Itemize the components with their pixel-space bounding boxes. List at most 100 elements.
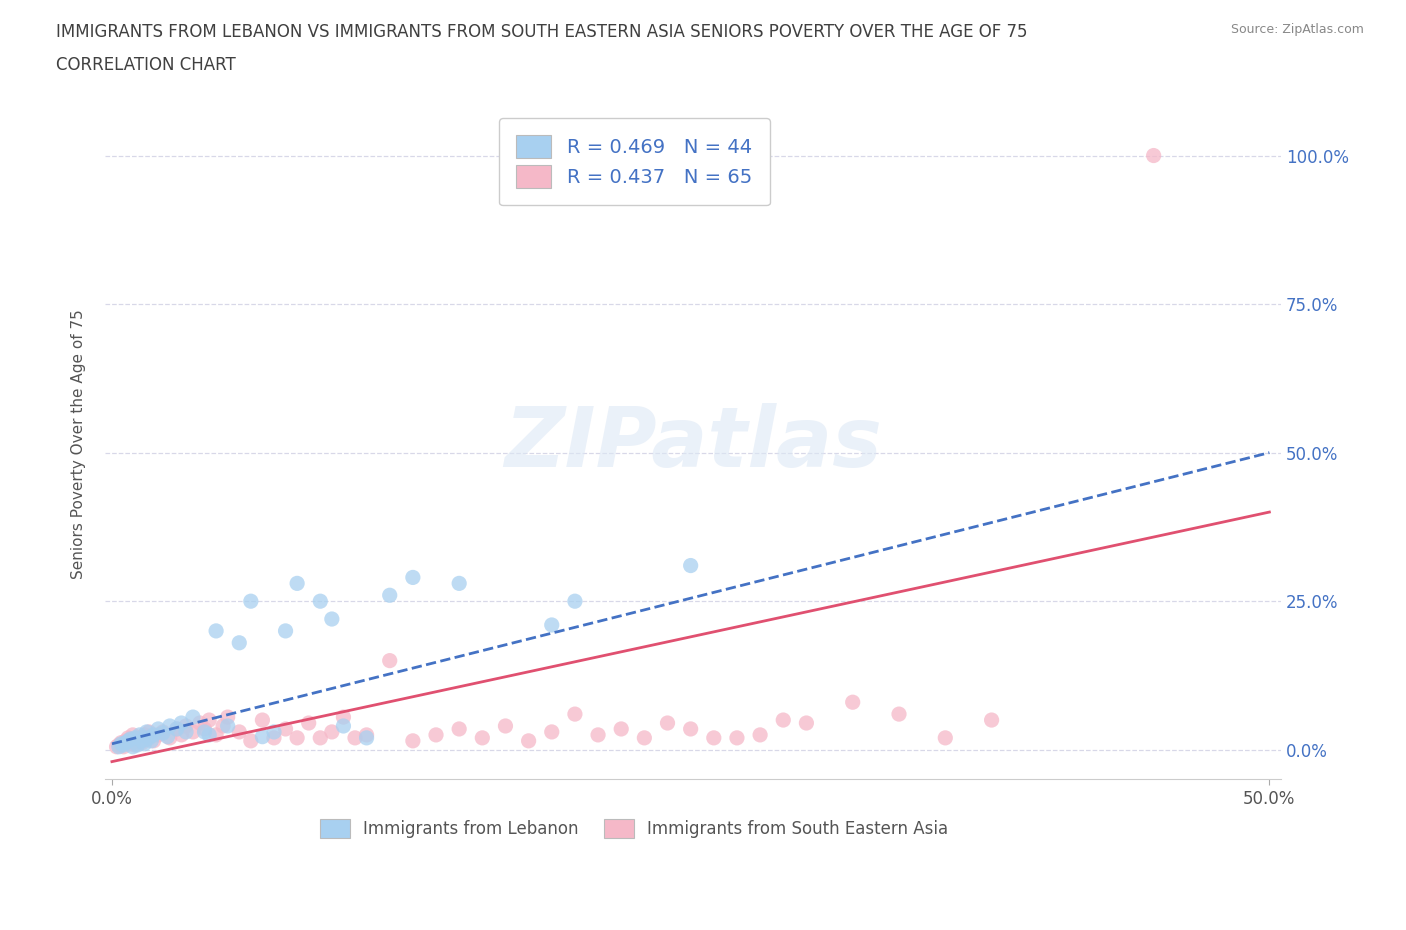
- Text: Source: ZipAtlas.com: Source: ZipAtlas.com: [1230, 23, 1364, 36]
- Point: [174, 719, 197, 734]
- Point: [131, 736, 153, 751]
- Point: [321, 724, 343, 739]
- Point: [142, 727, 165, 742]
- Point: [134, 727, 156, 742]
- Point: [332, 710, 354, 724]
- Point: [181, 724, 204, 739]
- Point: [285, 730, 308, 745]
- Point: [188, 715, 211, 730]
- Point: [128, 730, 150, 745]
- Point: [108, 739, 131, 754]
- Point: [135, 724, 157, 739]
- Point: [166, 722, 188, 737]
- Point: [495, 719, 517, 734]
- Point: [239, 734, 262, 749]
- Point: [471, 730, 494, 745]
- Point: [156, 729, 179, 744]
- Point: [356, 727, 378, 742]
- Point: [378, 588, 401, 603]
- Point: [274, 722, 297, 737]
- Point: [356, 730, 378, 745]
- Point: [117, 730, 139, 745]
- Point: [193, 722, 215, 737]
- Point: [517, 734, 540, 749]
- Point: [309, 730, 332, 745]
- Point: [679, 558, 702, 573]
- Point: [159, 730, 181, 745]
- Text: CORRELATION CHART: CORRELATION CHART: [56, 56, 236, 73]
- Point: [1143, 148, 1166, 163]
- Point: [148, 727, 170, 742]
- Point: [217, 719, 239, 734]
- Point: [205, 727, 228, 742]
- Point: [117, 734, 139, 749]
- Point: [152, 725, 174, 740]
- Point: [181, 710, 204, 724]
- Point: [633, 730, 655, 745]
- Point: [166, 722, 188, 737]
- Point: [112, 737, 135, 752]
- Point: [110, 736, 132, 751]
- Point: [105, 739, 128, 754]
- Point: [540, 724, 562, 739]
- Point: [128, 727, 150, 742]
- Point: [309, 593, 332, 608]
- Point: [703, 730, 725, 745]
- Point: [217, 710, 239, 724]
- Legend: Immigrants from Lebanon, Immigrants from South Eastern Asia: Immigrants from Lebanon, Immigrants from…: [314, 813, 955, 845]
- Point: [141, 734, 163, 749]
- Point: [841, 695, 863, 710]
- Point: [135, 732, 157, 747]
- Point: [980, 712, 1002, 727]
- Point: [198, 712, 221, 727]
- Point: [263, 724, 285, 739]
- Point: [152, 724, 174, 739]
- Point: [142, 734, 165, 749]
- Point: [449, 722, 471, 737]
- Point: [274, 623, 297, 638]
- Point: [170, 727, 193, 742]
- Point: [449, 576, 471, 591]
- Point: [212, 719, 235, 734]
- Point: [657, 715, 679, 730]
- Point: [725, 730, 748, 745]
- Point: [679, 722, 702, 737]
- Point: [298, 715, 321, 730]
- Point: [124, 730, 146, 745]
- Point: [121, 727, 143, 742]
- Point: [127, 734, 149, 749]
- Point: [110, 737, 132, 751]
- Point: [148, 722, 170, 737]
- Point: [228, 724, 250, 739]
- Point: [263, 730, 285, 745]
- Point: [252, 712, 274, 727]
- Point: [193, 724, 215, 739]
- Point: [174, 724, 197, 739]
- Point: [402, 570, 425, 585]
- Point: [124, 737, 146, 752]
- Point: [134, 737, 156, 751]
- Point: [610, 722, 633, 737]
- Point: [402, 734, 425, 749]
- Point: [285, 576, 308, 591]
- Point: [749, 727, 772, 742]
- Point: [252, 729, 274, 744]
- Point: [425, 727, 447, 742]
- Point: [127, 737, 149, 752]
- Point: [772, 712, 794, 727]
- Point: [228, 635, 250, 650]
- Point: [121, 739, 143, 754]
- Point: [205, 623, 228, 638]
- Point: [138, 730, 160, 745]
- Point: [108, 737, 131, 752]
- Point: [332, 719, 354, 734]
- Point: [887, 707, 910, 722]
- Point: [131, 734, 153, 749]
- Text: IMMIGRANTS FROM LEBANON VS IMMIGRANTS FROM SOUTH EASTERN ASIA SENIORS POVERTY OV: IMMIGRANTS FROM LEBANON VS IMMIGRANTS FR…: [56, 23, 1028, 41]
- Point: [159, 719, 181, 734]
- Point: [564, 707, 586, 722]
- Point: [112, 739, 135, 754]
- Point: [321, 612, 343, 627]
- Point: [343, 730, 366, 745]
- Point: [378, 653, 401, 668]
